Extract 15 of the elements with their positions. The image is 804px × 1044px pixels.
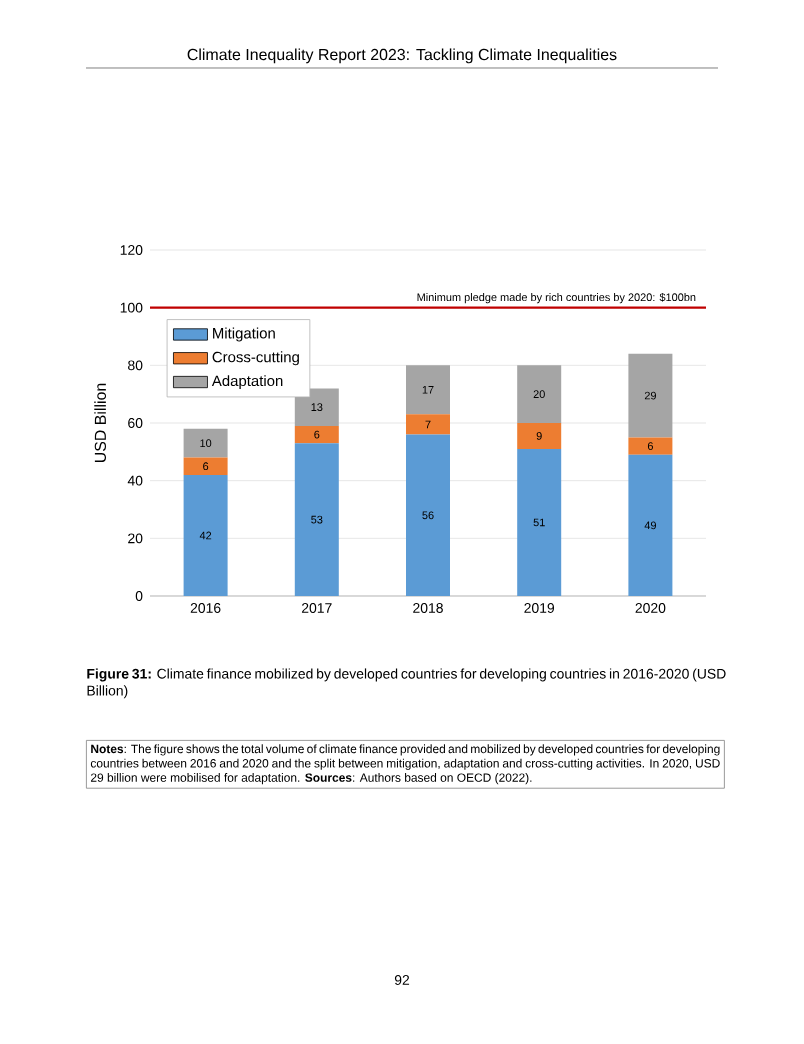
bar bbox=[294, 388, 339, 426]
bar bbox=[517, 365, 562, 423]
bar bbox=[183, 428, 228, 458]
bar bbox=[628, 353, 673, 438]
bar bbox=[294, 425, 339, 444]
bar bbox=[517, 448, 562, 596]
bar bbox=[628, 437, 673, 455]
bar bbox=[294, 443, 339, 596]
bar bbox=[183, 474, 228, 596]
bar bbox=[406, 365, 450, 415]
bar bbox=[183, 457, 228, 475]
bar bbox=[406, 414, 450, 435]
bar bbox=[406, 434, 450, 596]
bar bbox=[628, 454, 673, 596]
bar bbox=[517, 422, 562, 449]
